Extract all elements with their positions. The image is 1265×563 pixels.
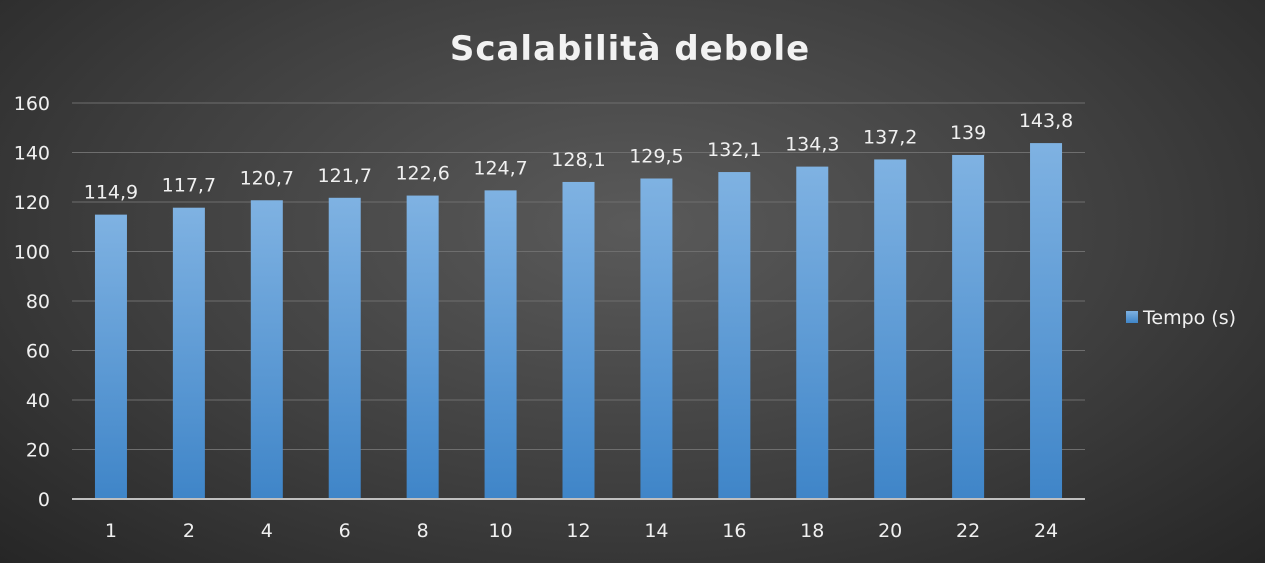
x-tick-label: 2 [183, 520, 195, 542]
bar [484, 190, 517, 499]
x-tick-label: 6 [339, 520, 351, 542]
data-labels: 114,9 117,7 120,7 121,7 122,6 124,7 128,1 129,5… [84, 110, 1073, 204]
y-axis-ticks: 0 20 40 60 80 100 120 140 160 [14, 93, 50, 511]
y-tick-label: 160 [14, 93, 50, 115]
bar [640, 178, 673, 500]
data-label: 120,7 [240, 167, 294, 189]
bar [718, 172, 751, 500]
data-label: 128,1 [551, 149, 605, 171]
data-label: 134,3 [785, 134, 839, 156]
data-label: 129,5 [629, 145, 683, 167]
y-tick-label: 20 [26, 440, 50, 462]
bars [94, 143, 1063, 500]
data-label: 132,1 [707, 139, 761, 161]
y-tick-label: 0 [38, 489, 50, 511]
data-label: 137,2 [863, 126, 917, 148]
legend-label: Tempo (s) [1142, 307, 1236, 329]
data-label: 124,7 [473, 157, 527, 179]
x-tick-label: 16 [722, 520, 746, 542]
x-tick-label: 18 [800, 520, 824, 542]
y-tick-label: 60 [26, 341, 50, 363]
data-label: 143,8 [1019, 110, 1073, 132]
x-tick-label: 22 [956, 520, 980, 542]
x-tick-label: 4 [261, 520, 273, 542]
legend-swatch [1126, 311, 1138, 323]
x-tick-label: 12 [566, 520, 590, 542]
bar [562, 181, 595, 499]
x-tick-label: 10 [488, 520, 512, 542]
bar [172, 207, 205, 499]
bar [1030, 143, 1063, 499]
bar [94, 214, 127, 499]
bar [328, 197, 361, 500]
data-label: 139 [950, 122, 986, 144]
bar [874, 159, 907, 499]
x-tick-label: 1 [105, 520, 117, 542]
chart-title: Scalabilità debole [450, 29, 810, 69]
data-label: 122,6 [395, 163, 449, 185]
x-tick-label: 8 [417, 520, 429, 542]
y-tick-label: 120 [14, 192, 50, 214]
data-label: 121,7 [318, 165, 372, 187]
bar [250, 200, 283, 499]
legend: Tempo (s) [1126, 307, 1236, 329]
y-tick-label: 80 [26, 291, 50, 313]
bar [406, 195, 439, 499]
data-label: 114,9 [84, 182, 138, 204]
y-tick-label: 40 [26, 390, 50, 412]
x-tick-label: 20 [878, 520, 902, 542]
data-label: 117,7 [162, 175, 216, 197]
bar [952, 154, 985, 499]
bar [796, 166, 829, 500]
y-tick-label: 100 [14, 242, 50, 264]
y-tick-label: 140 [14, 143, 50, 165]
x-tick-label: 24 [1034, 520, 1058, 542]
x-tick-label: 14 [644, 520, 668, 542]
x-axis-ticks: 1 2 4 6 8 10 12 14 16 18 20 22 24 [105, 520, 1058, 542]
